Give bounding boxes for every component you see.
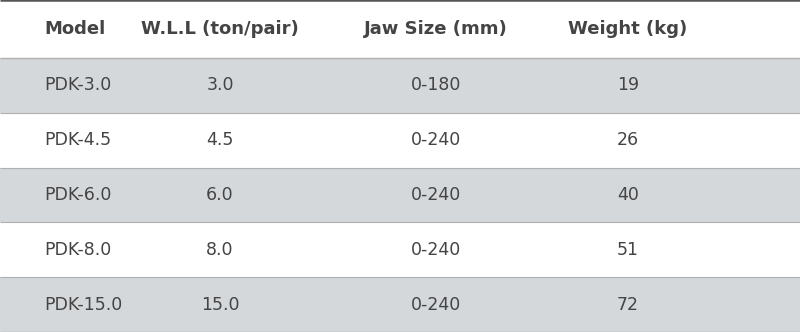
- Text: 19: 19: [617, 76, 639, 95]
- Text: 0-240: 0-240: [411, 295, 461, 314]
- Text: PDK-6.0: PDK-6.0: [44, 186, 111, 204]
- Text: 0-240: 0-240: [411, 131, 461, 149]
- Bar: [0, 113, 800, 168]
- Text: 26: 26: [617, 131, 639, 149]
- Text: 6.0: 6.0: [206, 186, 234, 204]
- Bar: [0, 168, 800, 222]
- Text: 0-240: 0-240: [411, 186, 461, 204]
- Text: PDK-15.0: PDK-15.0: [44, 295, 122, 314]
- Text: 72: 72: [617, 295, 639, 314]
- Text: 40: 40: [617, 186, 639, 204]
- Text: 51: 51: [617, 241, 639, 259]
- Bar: [0, 58, 800, 113]
- Text: 0-240: 0-240: [411, 241, 461, 259]
- Text: 15.0: 15.0: [201, 295, 239, 314]
- Text: Weight (kg): Weight (kg): [568, 20, 688, 38]
- Text: PDK-8.0: PDK-8.0: [44, 241, 111, 259]
- Text: 8.0: 8.0: [206, 241, 234, 259]
- Text: 3.0: 3.0: [206, 76, 234, 95]
- Text: PDK-3.0: PDK-3.0: [44, 76, 111, 95]
- Bar: [0, 277, 800, 332]
- Text: Model: Model: [44, 20, 106, 38]
- Bar: [0, 222, 800, 277]
- Text: Jaw Size (mm): Jaw Size (mm): [364, 20, 508, 38]
- Text: 0-180: 0-180: [411, 76, 461, 95]
- Text: W.L.L (ton/pair): W.L.L (ton/pair): [141, 20, 299, 38]
- Bar: [0, 0, 800, 58]
- Text: PDK-4.5: PDK-4.5: [44, 131, 111, 149]
- Text: 4.5: 4.5: [206, 131, 234, 149]
